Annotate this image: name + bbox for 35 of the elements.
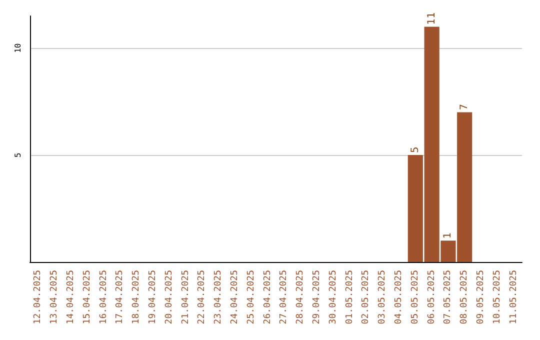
- x-tick-label: 05.05.2025: [410, 270, 420, 324]
- x-tick-label: 07.05.2025: [443, 270, 454, 324]
- x-tick-label: 18.04.2025: [132, 270, 142, 324]
- x-tick-label: 17.04.2025: [115, 270, 126, 324]
- x-tick-label: 27.04.2025: [279, 270, 290, 324]
- data-label: 7: [459, 104, 470, 110]
- x-tick-label: 09.05.2025: [476, 270, 486, 324]
- y-tick-label: 10: [14, 43, 22, 53]
- x-tick-label: 29.04.2025: [312, 270, 322, 324]
- x-tick-label: 15.04.2025: [82, 270, 92, 324]
- x-tick-label: 13.04.2025: [50, 270, 60, 324]
- x-tick-label: 19.04.2025: [148, 270, 158, 324]
- x-tick-label: 02.05.2025: [361, 270, 372, 324]
- x-tick-label: 04.05.2025: [394, 270, 404, 324]
- data-label: 11: [426, 12, 438, 25]
- x-tick-label: 22.04.2025: [197, 270, 208, 324]
- x-tick-label: 11.05.2025: [508, 270, 519, 324]
- x-tick-label: 20.04.2025: [164, 270, 174, 324]
- x-tick-label: 10.05.2025: [492, 270, 502, 324]
- x-tick-label: 01.05.2025: [344, 270, 355, 324]
- data-label: 5: [410, 146, 421, 154]
- x-tick-label: 24.04.2025: [230, 270, 240, 324]
- x-tick-label: 28.04.2025: [296, 270, 306, 324]
- x-tick-label: 06.05.2025: [426, 270, 437, 324]
- x-tick-label: 08.05.2025: [460, 270, 470, 324]
- x-tick-label: 12.04.2025: [33, 270, 44, 324]
- x-tick-label: 14.04.2025: [66, 270, 76, 324]
- x-tick-label: 16.04.2025: [98, 270, 109, 324]
- x-tick-label: 03.05.2025: [378, 270, 388, 324]
- x-tick-label: 26.04.2025: [262, 270, 273, 324]
- x-tick-label: 23.04.2025: [214, 270, 224, 324]
- x-tick-label: 21.04.2025: [180, 270, 191, 324]
- x-tick-label: 30.04.2025: [328, 270, 338, 324]
- x-tick-label: 25.04.2025: [246, 270, 256, 324]
- data-label: 1: [442, 232, 454, 239]
